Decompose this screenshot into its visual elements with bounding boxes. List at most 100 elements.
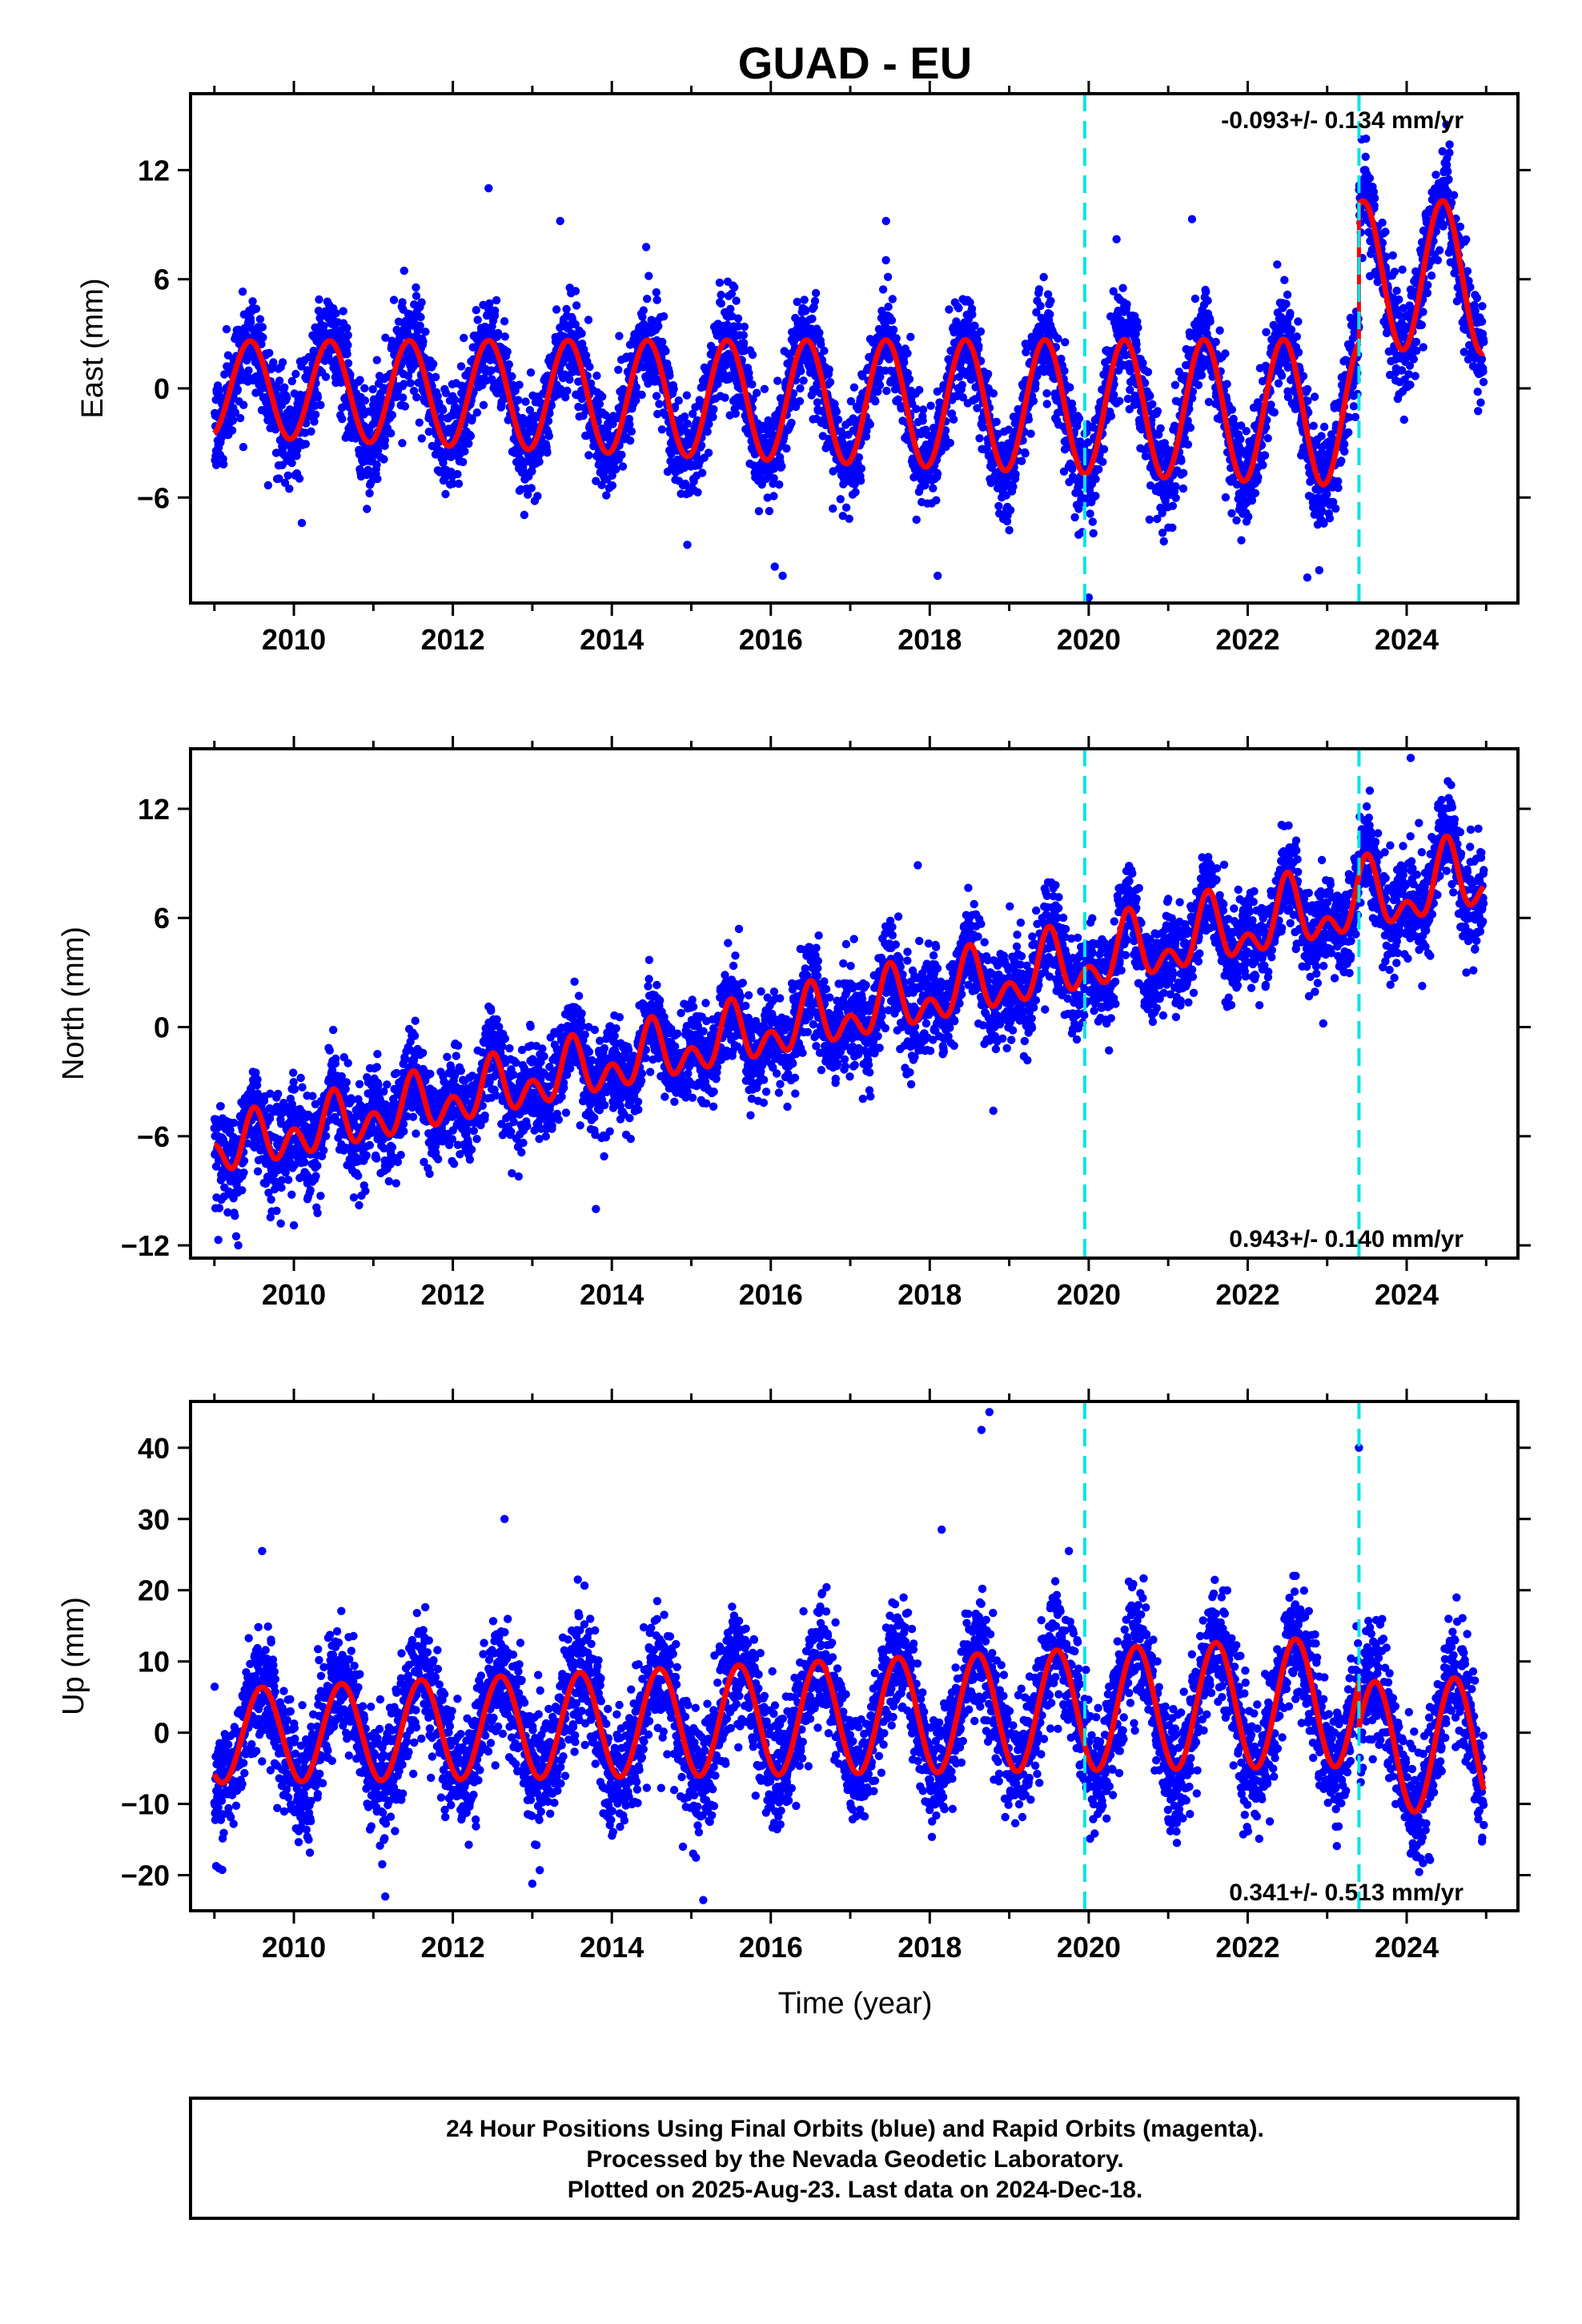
east-point bbox=[379, 455, 388, 464]
east-point bbox=[717, 299, 725, 308]
east-point bbox=[355, 376, 364, 384]
east-point bbox=[1171, 482, 1180, 491]
east-point bbox=[257, 340, 266, 348]
east-point bbox=[983, 369, 993, 379]
east-point bbox=[1339, 440, 1349, 448]
east-point bbox=[399, 393, 408, 402]
east-point bbox=[918, 416, 927, 425]
east-point bbox=[238, 287, 247, 296]
east-point bbox=[321, 372, 331, 381]
east-point bbox=[421, 328, 430, 336]
east-point bbox=[715, 278, 725, 287]
east-point bbox=[577, 329, 586, 338]
east-point bbox=[815, 328, 824, 337]
east-point bbox=[1317, 432, 1326, 440]
east-point bbox=[1294, 317, 1303, 326]
east-point bbox=[773, 376, 782, 385]
east-point bbox=[1334, 484, 1343, 493]
east-point bbox=[614, 365, 623, 374]
east-point bbox=[1310, 392, 1319, 401]
east-point bbox=[552, 305, 561, 314]
east-point bbox=[520, 510, 529, 520]
east-point bbox=[1115, 396, 1124, 405]
east-point bbox=[228, 416, 238, 425]
east-point bbox=[754, 507, 764, 516]
east-point bbox=[1148, 400, 1157, 408]
east-point bbox=[836, 495, 845, 504]
east-point bbox=[373, 474, 382, 484]
east-point bbox=[535, 457, 544, 466]
east-point bbox=[945, 305, 954, 314]
east-point bbox=[1186, 423, 1195, 432]
east-point bbox=[491, 306, 500, 316]
east-point bbox=[1227, 509, 1236, 518]
east-point bbox=[365, 489, 374, 498]
east-point bbox=[479, 400, 488, 409]
east-point bbox=[412, 283, 420, 292]
east-point bbox=[544, 432, 553, 440]
east-point bbox=[731, 409, 740, 418]
east-point bbox=[1006, 505, 1015, 515]
east-point bbox=[1134, 324, 1142, 332]
east-point bbox=[626, 436, 635, 445]
east-point bbox=[504, 360, 513, 369]
east-point bbox=[1244, 513, 1253, 521]
east-point bbox=[563, 386, 572, 396]
east-point bbox=[1066, 383, 1074, 392]
east-point bbox=[811, 288, 821, 298]
east-point bbox=[1054, 334, 1062, 343]
east-point bbox=[769, 492, 778, 501]
east-point bbox=[857, 464, 866, 473]
east-point bbox=[1009, 482, 1018, 491]
east-point bbox=[1070, 513, 1079, 522]
east-point bbox=[810, 296, 820, 306]
east-point bbox=[331, 309, 340, 318]
east-point bbox=[1267, 400, 1275, 409]
east-point bbox=[419, 337, 428, 346]
east-point bbox=[665, 371, 674, 380]
east-point bbox=[454, 479, 464, 489]
east-point bbox=[1280, 275, 1289, 284]
east-point bbox=[669, 384, 678, 393]
east-point bbox=[730, 283, 739, 292]
east-point bbox=[280, 478, 290, 488]
east-point bbox=[1237, 536, 1246, 545]
east-point bbox=[683, 419, 692, 428]
east-point bbox=[592, 372, 601, 380]
east-point bbox=[915, 385, 924, 395]
east-point bbox=[464, 439, 473, 448]
east-point bbox=[946, 438, 955, 448]
east-point bbox=[283, 393, 291, 402]
east-point bbox=[473, 316, 482, 324]
east-point bbox=[343, 331, 352, 340]
east-point bbox=[765, 507, 774, 516]
east-point bbox=[654, 322, 663, 331]
east-point bbox=[311, 410, 320, 419]
east-point bbox=[992, 417, 1001, 426]
east-point bbox=[841, 503, 851, 512]
east-point bbox=[1177, 456, 1186, 465]
east-point bbox=[643, 295, 652, 304]
east-point bbox=[500, 317, 509, 326]
east-point bbox=[343, 349, 351, 359]
east-point bbox=[1351, 412, 1360, 421]
east-point bbox=[704, 448, 713, 457]
east-point bbox=[248, 297, 257, 306]
east-point bbox=[1026, 429, 1035, 438]
east-point bbox=[703, 427, 712, 436]
east-point bbox=[1303, 384, 1312, 394]
east-point bbox=[1106, 412, 1116, 420]
east-point bbox=[1178, 484, 1188, 493]
east-point bbox=[472, 408, 482, 417]
east-point bbox=[705, 420, 713, 428]
east-point bbox=[400, 266, 408, 275]
east-point bbox=[1211, 337, 1220, 347]
east-point bbox=[1340, 447, 1349, 456]
east-point bbox=[1118, 283, 1127, 292]
east-point bbox=[777, 462, 786, 471]
east-point bbox=[1145, 515, 1154, 524]
east-point bbox=[387, 428, 396, 438]
east-point bbox=[416, 312, 425, 322]
east-point bbox=[1287, 325, 1296, 334]
